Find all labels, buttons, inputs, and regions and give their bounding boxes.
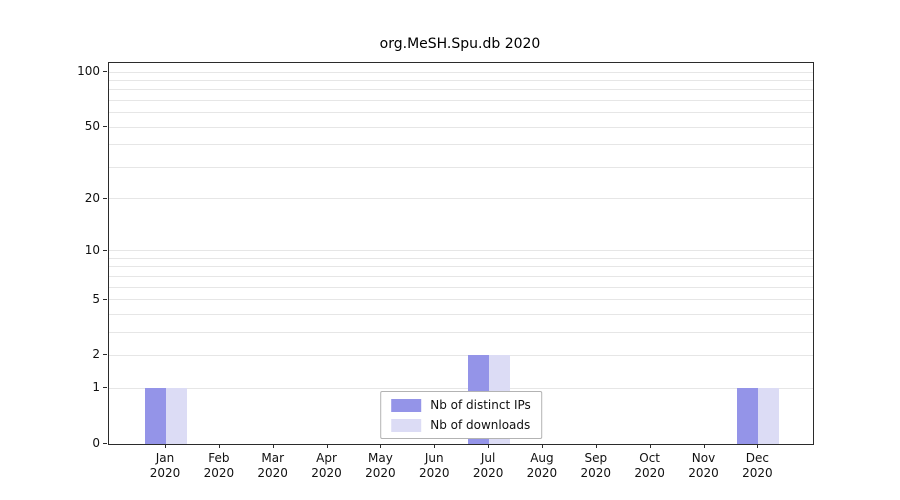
x-tick-mark [434,444,436,448]
y-gridline [109,313,813,315]
x-tick-mark [757,444,759,448]
y-gridline [109,79,813,81]
x-tick-label: Apr 2020 [311,451,342,480]
y-gridline [109,266,813,268]
x-tick-label: Jun 2020 [418,451,450,480]
x-tick-mark [703,444,705,448]
y-gridline [109,257,813,259]
legend-item-label: Nb of downloads [430,418,531,432]
y-tick-label: 20 [84,190,100,205]
x-tick-label: Jul 2020 [472,451,504,480]
y-gridline [109,286,813,288]
y-gridline [109,354,813,356]
y-tick-mark [103,387,107,389]
y-tick-mark [103,298,107,300]
x-tick-label: Mar 2020 [257,451,288,480]
y-gridline [109,299,813,301]
bar-nb-of-downloads [166,388,187,444]
y-tick-label: 50 [84,119,100,134]
y-gridline [109,112,813,114]
x-tick-label: Nov 2020 [688,451,719,480]
y-tick-mark [103,126,107,128]
y-gridline [109,198,813,200]
legend-swatch [391,398,422,412]
x-tick-label: Feb 2020 [203,451,235,480]
x-tick-label: Sep 2020 [580,451,612,480]
x-tick-mark [165,444,166,448]
y-gridline [109,250,813,252]
y-tick-label: 2 [92,347,100,362]
y-tick-mark [103,71,107,73]
y-gridline [109,144,813,146]
x-tick-label: May 2020 [365,451,396,480]
y-gridline [109,275,813,277]
bar-nb-of-distinct-ips [145,388,166,444]
y-tick-mark [103,354,107,356]
y-gridline [109,89,813,91]
x-tick-mark [326,444,328,448]
legend: Nb of distinct IPs Nb of downloads [380,391,542,439]
x-tick-mark [649,444,651,448]
plot-area: Nb of distinct IPs Nb of downloads [108,62,814,445]
x-tick-label: Dec 2020 [742,451,773,480]
legend-swatch [391,418,422,432]
y-gridline [109,387,813,389]
x-tick-mark [541,444,543,448]
chart-title: org.MeSH.Spu.db 2020 [379,36,541,52]
y-tick-label: 5 [92,291,100,306]
x-tick-label: Jan 2020 [149,451,181,480]
legend-item-nb-of-distinct-ips: Nb of distinct IPs [391,398,531,412]
y-tick-label: 100 [77,64,100,79]
y-gridline [109,126,813,128]
x-tick-mark [488,444,490,448]
legend-item-label: Nb of distinct IPs [430,398,531,412]
y-tick-mark [103,443,107,444]
x-tick-label: Aug 2020 [526,451,558,480]
bar-nb-of-distinct-ips [737,388,759,444]
x-tick-label: Oct 2020 [634,451,665,480]
x-tick-mark [218,444,220,448]
x-tick-mark [380,444,382,448]
y-gridline [109,99,813,101]
y-gridline [109,71,813,73]
legend-item-nb-of-downloads: Nb of downloads [391,418,531,432]
x-tick-mark [595,444,597,448]
y-tick-mark [103,197,107,199]
y-tick-label: 1 [92,380,100,395]
y-tick-mark [103,249,107,251]
y-tick-label: 10 [84,242,100,257]
y-gridline [109,166,813,168]
y-tick-label: 0 [92,436,100,450]
bar-nb-of-downloads [758,388,780,444]
x-tick-mark [272,444,274,448]
y-gridline [109,331,813,333]
